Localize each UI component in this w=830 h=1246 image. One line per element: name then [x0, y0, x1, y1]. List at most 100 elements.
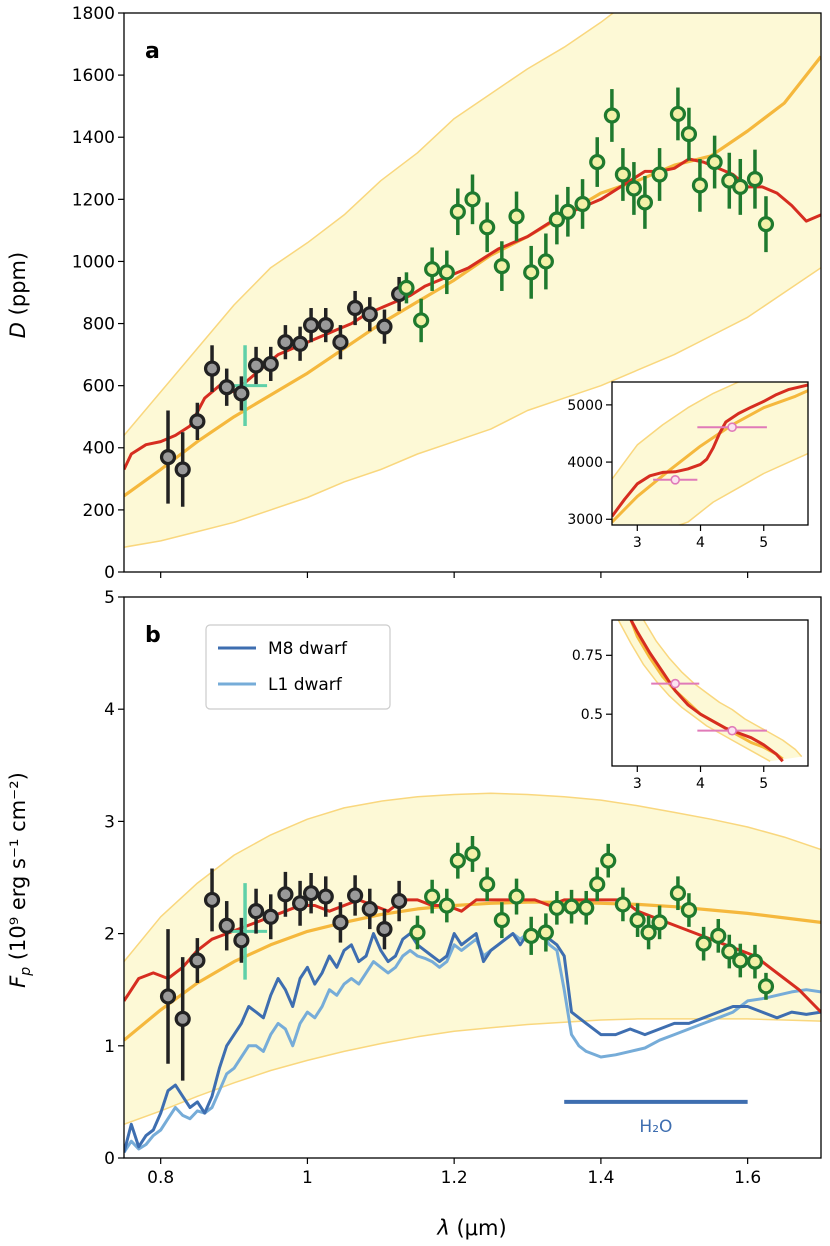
panel-a-green-point	[574, 195, 591, 213]
panel-a-dark-point	[174, 461, 191, 478]
panel-b-l1-dwarf-line	[124, 932, 821, 1154]
panel-b-dark-point	[262, 908, 279, 925]
panel-b-green-point	[732, 952, 749, 969]
panel-a-y-tick-label: 1600	[72, 66, 115, 86]
panel-a-dark-point	[277, 334, 294, 351]
panel-b-inset-y-tick-label: 0.75	[572, 648, 603, 664]
legend-m8-label: M8 dwarf	[268, 639, 348, 659]
panel-a-inset-blackbody-line	[612, 389, 808, 524]
panel-b: H₂O 0 1 2 3 4 5 0.8 1 1.2 1.4 1.6 b Fp (10⁹ erg s…	[6, 588, 822, 1240]
panel-a-dark-point	[233, 385, 250, 402]
panel-a-green-point	[464, 191, 481, 208]
h2o-label: H₂O	[639, 1117, 672, 1137]
panel-b-green-point	[508, 888, 525, 905]
panel-a-data-points	[159, 87, 775, 507]
panel-a-green-point	[479, 219, 496, 236]
panel-a-y-tick-label: 0	[104, 563, 115, 583]
panel-b-inset-pink-point	[727, 725, 737, 736]
panel-b-green-point	[523, 927, 540, 944]
panel-b-ylabel-sub: p	[18, 967, 34, 977]
panel-b-inset-model-line	[629, 620, 784, 763]
panel-a: 0 200 400 600 800 1000 1200 1400 1600 1800 a D (p…	[6, 4, 822, 583]
panel-b-envelope-fill	[124, 793, 821, 1125]
panel-b-green-point	[449, 852, 466, 869]
panel-a-green-point	[746, 171, 764, 188]
panel-b-ylabel-unit: (10⁹ erg s⁻¹ cm⁻²)	[6, 772, 30, 960]
panel-b-dark-point	[189, 952, 206, 969]
panel-b-x-tick-label: 1.4	[587, 1168, 614, 1188]
panel-b-x-tick-label: 1.2	[441, 1168, 468, 1188]
panel-a-green-point	[449, 203, 466, 220]
panel-b-x-tick-label: 0.8	[147, 1168, 174, 1188]
panel-a-green-point	[548, 211, 565, 228]
panel-a-inset-envelope-lower	[677, 452, 808, 525]
legend: M8 dwarf L1 dwarf	[205, 624, 391, 710]
panel-b-green-point	[537, 924, 554, 941]
panel-b-green-point	[695, 935, 712, 952]
panel-b-green-point	[614, 896, 632, 913]
panel-b-dark-point	[203, 891, 221, 909]
panel-b-dark-point	[218, 917, 235, 934]
panel-b-y-ticks: 0 1 2 3 4 5	[104, 588, 124, 1169]
panel-b-dark-point	[376, 921, 393, 938]
panel-b-inset-ticks: 0.5 0.75 3 4 5	[572, 648, 768, 792]
panel-b-inset-x-tick-label: 4	[696, 776, 705, 792]
panel-b-y-tick-label: 3	[104, 812, 115, 832]
panel-b-dark-point	[247, 903, 265, 920]
panel-a-y-tick-label: 800	[83, 315, 115, 335]
panel-a-green-point	[651, 166, 668, 183]
panel-b-letter: b	[145, 623, 161, 648]
panel-b-y-axis-label: Fp (10⁹ erg s⁻¹ cm⁻²)	[6, 772, 34, 988]
panel-a-green-point	[636, 194, 654, 211]
panel-b-green-point	[424, 888, 441, 905]
panel-b-data-points	[159, 835, 775, 1081]
panel-a-inset-ticks: 3000 4000 5000 3 4 5	[567, 398, 768, 551]
panel-b-x-ticks: 0.8 1 1.2 1.4 1.6	[147, 1158, 761, 1188]
panel-a-dark-point	[347, 299, 364, 317]
panel-a-y-tick-label: 1800	[72, 4, 115, 24]
panel-b-model-line	[124, 898, 821, 1014]
panel-a-plot-area	[124, 13, 821, 548]
panel-a-ylabel-var: D	[6, 322, 30, 338]
panel-a-dark-point	[291, 335, 309, 352]
panel-b-plot-area	[124, 792, 821, 1154]
panel-a-dark-point	[203, 360, 221, 377]
panel-a-green-point	[603, 107, 621, 124]
panel-a-dark-point	[317, 317, 334, 334]
panel-b-green-point	[578, 899, 595, 916]
panel-b-green-point	[479, 876, 496, 893]
panel-b-y-tick-label: 5	[104, 588, 115, 608]
panel-b-green-point	[600, 852, 617, 869]
panel-b-y-tick-label: 0	[104, 1149, 115, 1169]
panel-a-green-point	[508, 208, 525, 225]
panel-b-dark-point	[361, 900, 378, 918]
panel-a-green-point	[413, 312, 430, 329]
panel-a-green-point	[625, 180, 643, 197]
panel-a-inset: 3000 4000 5000 3 4 5	[567, 381, 809, 551]
panel-a-dark-point	[332, 334, 349, 351]
panel-a-green-point	[493, 258, 510, 275]
panel-a-green-point	[438, 264, 455, 281]
panel-b-green-point	[757, 978, 775, 995]
panel-b-dark-point	[332, 914, 349, 931]
panel-b-x-tick-label: 1	[302, 1168, 313, 1188]
panel-b-inset-y-tick-label: 0.5	[581, 707, 603, 723]
panel-b-dark-point	[233, 932, 250, 949]
panel-b-dark-point	[174, 1010, 191, 1027]
panel-a-green-point	[559, 203, 576, 220]
panel-a-y-ticks: 0 200 400 600 800 1000 1200 1400 1600 1800	[72, 4, 124, 583]
panel-a-frame	[123, 12, 822, 573]
panel-a-inset-model-line	[612, 383, 808, 518]
panel-b-green-point	[710, 927, 727, 944]
panel-a-envelope-fill	[124, 13, 821, 548]
panel-a-green-point	[732, 178, 749, 196]
panel-a-inset-x-tick-label: 3	[633, 535, 642, 551]
panel-a-blackbody-line	[124, 55, 821, 498]
panel-b-inset-x-tick-label: 3	[633, 776, 642, 792]
panel-b-green-point	[563, 898, 580, 915]
panel-b-green-point	[464, 845, 481, 863]
panel-a-y-tick-label: 600	[83, 377, 115, 397]
panel-b-inset-envelope-lower	[617, 620, 771, 762]
xlabel-var: λ	[436, 1216, 449, 1240]
panel-a-y-tick-label: 200	[83, 501, 115, 521]
